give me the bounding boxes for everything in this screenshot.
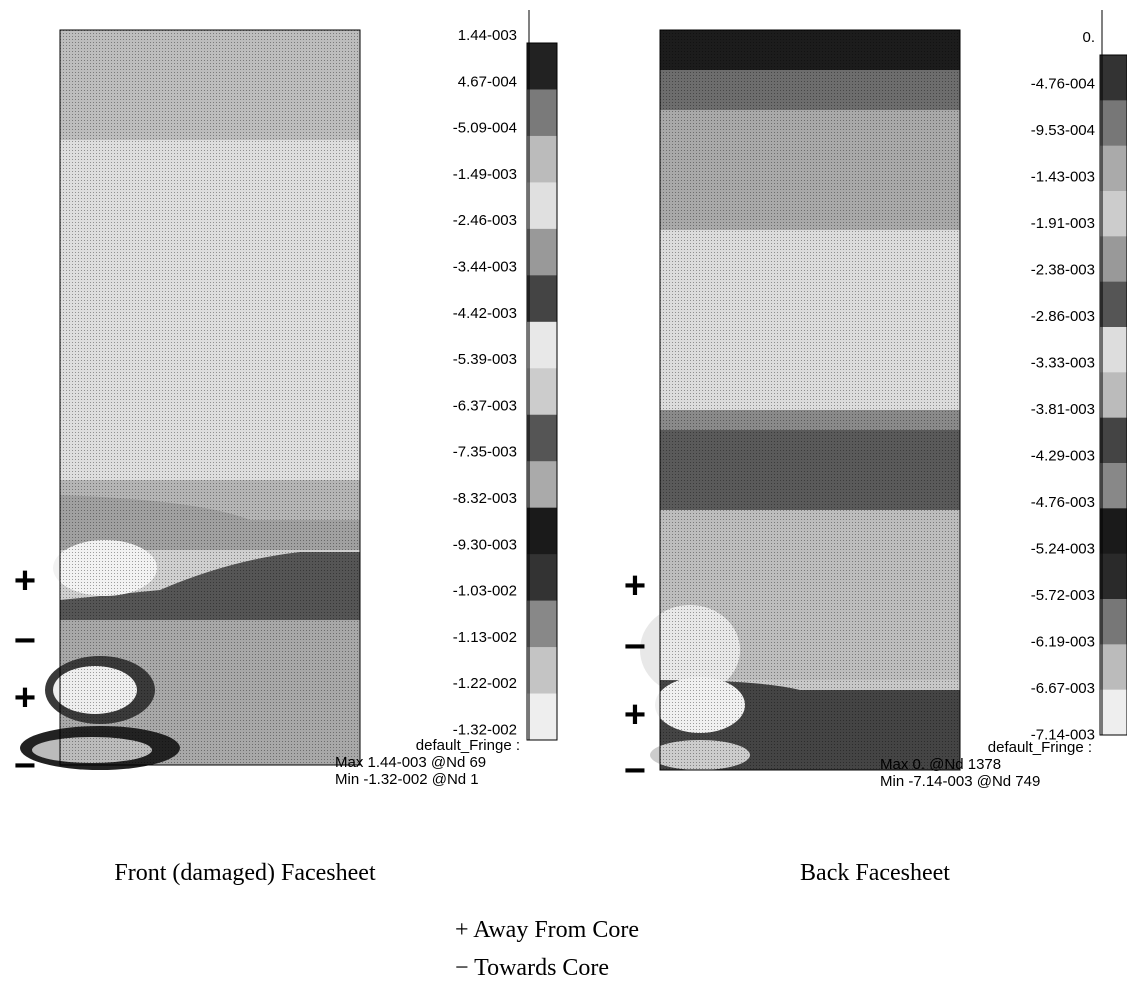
legend-label: 1.44-003 (458, 27, 517, 44)
front-contour (20, 30, 360, 770)
colorbar-band (527, 694, 557, 741)
colorbar-band (1100, 690, 1127, 736)
colorbar-band (1100, 146, 1127, 192)
colorbar-band (527, 508, 557, 555)
legend-label: -6.67-003 (1031, 680, 1095, 697)
colorbar-band (527, 89, 557, 136)
colorbar-band (527, 43, 557, 90)
legend-label: -1.49-003 (453, 166, 517, 183)
sign-label: + (624, 694, 646, 736)
legend-label: -9.30-003 (453, 536, 517, 553)
sign-label: + (14, 560, 36, 602)
legend-label: -2.46-003 (453, 212, 517, 229)
colorbar-band (527, 322, 557, 369)
sign-label: − (14, 745, 36, 787)
legend-label: -7.35-003 (453, 444, 517, 461)
legend-label: -6.37-003 (453, 397, 517, 414)
colorbar-band (527, 229, 557, 276)
legend-label: -1.32-002 (453, 722, 517, 739)
caption: Front (damaged) Facesheet (114, 860, 376, 886)
colorbar-band (1100, 372, 1127, 418)
legend-label: -4.42-003 (453, 305, 517, 322)
colorbar-band (1100, 554, 1127, 600)
colorbar-band (527, 182, 557, 229)
legend-label: -5.72-003 (1031, 587, 1095, 604)
fringe-min: Min -7.14-003 @Nd 749 (880, 773, 1040, 790)
sign-label: + (624, 565, 646, 607)
colorbar-band (527, 136, 557, 183)
legend-label: -4.76-003 (1031, 494, 1095, 511)
legend-label: -4.76-004 (1031, 76, 1095, 93)
caption: Back Facesheet (800, 860, 950, 886)
sign-label: + (14, 677, 36, 719)
fringe-title: default_Fringe : (988, 739, 1092, 756)
legend-label: -3.33-003 (1031, 355, 1095, 372)
legend-label: -5.39-003 (453, 351, 517, 368)
legend-label: -1.03-002 (453, 583, 517, 600)
legend-label: -8.32-003 (453, 490, 517, 507)
colorbar-band (1100, 644, 1127, 690)
legend-label: -5.09-004 (453, 120, 517, 137)
colorbar-band (527, 647, 557, 694)
legend-label: -5.24-003 (1031, 541, 1095, 558)
fringe-max: Max 1.44-003 @Nd 69 (335, 754, 486, 771)
colorbar-band (1100, 463, 1127, 509)
colorbar-band (1100, 55, 1127, 101)
page: {"panels": [ {"legend_labels": ["1.44-00… (0, 0, 1127, 984)
colorbar-band (527, 275, 557, 322)
legend-label: -1.22-002 (453, 675, 517, 692)
legend-label: -4.29-003 (1031, 448, 1095, 465)
legend-label: -6.19-003 (1031, 634, 1095, 651)
legend-label: -3.44-003 (453, 259, 517, 276)
legend-label: -3.81-003 (1031, 401, 1095, 418)
legend-label: 4.67-004 (458, 73, 517, 90)
legend-label: -1.91-003 (1031, 215, 1095, 232)
colorbar-band (527, 415, 557, 462)
colorbar-band (1100, 100, 1127, 146)
legend-label: -2.38-003 (1031, 262, 1095, 279)
fringe-min: Min -1.32-002 @Nd 1 (335, 771, 479, 788)
legend-label: -1.43-003 (1031, 169, 1095, 186)
legend-label: -2.86-003 (1031, 308, 1095, 325)
fringe-title: default_Fringe : (416, 737, 520, 754)
sign-label: − (624, 626, 646, 668)
colorbar-band (527, 461, 557, 508)
colorbar-band (1100, 327, 1127, 373)
legend-label: 0. (1082, 29, 1095, 46)
legend-label: -9.53-004 (1031, 122, 1095, 139)
key-entry: + Away From Core (455, 917, 639, 943)
sign-label: − (624, 750, 646, 792)
fringe-max: Max 0. @Nd 1378 (880, 756, 1001, 773)
colorbar-band (1100, 599, 1127, 645)
colorbar-band (1100, 418, 1127, 464)
figure: 1.44-003 4.67-004 -5.09-004 -1.49-003 -2.46-… (0, 0, 1127, 984)
colorbar-band (527, 601, 557, 648)
colorbar-band (527, 554, 557, 601)
colorbar-band (527, 368, 557, 415)
key-entry: − Towards Core (455, 955, 609, 981)
colorbar-band (1100, 236, 1127, 282)
back-contour (640, 30, 960, 770)
colorbar-band (1100, 282, 1127, 328)
legend-label: -1.13-002 (453, 629, 517, 646)
colorbar-band (1100, 191, 1127, 237)
colorbar-band (1100, 508, 1127, 554)
sign-label: − (14, 620, 36, 662)
